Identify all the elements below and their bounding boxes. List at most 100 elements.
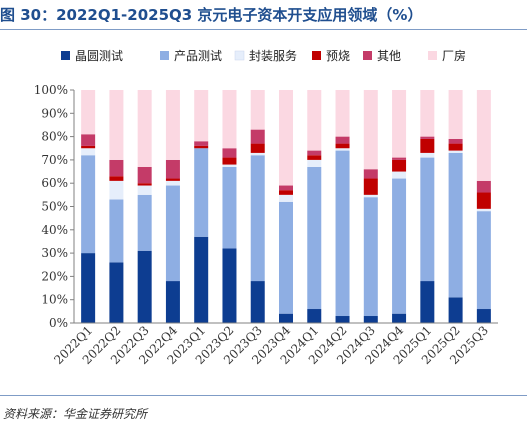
bar-segment <box>222 157 237 165</box>
bar-segment <box>363 316 378 323</box>
bar-segment <box>81 148 96 156</box>
bar-segment <box>194 90 209 142</box>
bar-segment <box>109 90 124 160</box>
bar-stack <box>448 90 463 323</box>
bar-segment <box>448 152 463 298</box>
bar-segment <box>476 309 491 323</box>
chart-legend: 晶圆测试 产品测试 封装服务 预烧 其他 厂房 <box>61 48 466 63</box>
bar-segment <box>420 136 435 139</box>
bar-segment <box>137 250 152 323</box>
bar-segment <box>363 169 378 179</box>
bar-segment <box>165 90 180 160</box>
bar-segment <box>194 141 209 146</box>
bar-segment <box>476 208 491 212</box>
bar-segment <box>194 148 209 237</box>
bar-stack <box>137 90 152 323</box>
legend-label: 厂房 <box>442 48 466 63</box>
footer-divider <box>0 395 527 396</box>
y-axis: 0% 10% 20% 30% 40% 50% 60% 70% 80% 90% 100% <box>34 83 75 330</box>
y-tick-label: 50% <box>41 200 68 214</box>
y-tick-label: 80% <box>41 130 68 144</box>
legend-swatch <box>312 51 321 60</box>
bar-segment <box>420 90 435 137</box>
x-axis: 2022Q12022Q22022Q32022Q42023Q12023Q22023… <box>51 322 498 367</box>
bar-segment <box>307 90 322 151</box>
bar-segment <box>137 185 152 195</box>
bar-segment <box>222 148 237 158</box>
bar-segment <box>335 136 350 144</box>
legend-item: 预烧 <box>312 49 350 63</box>
bar-segment <box>307 150 322 156</box>
legend-item: 厂房 <box>428 48 466 63</box>
stacked-bar-chart: 晶圆测试 产品测试 封装服务 预烧 其他 厂房 0% 10% 20% 30% 40% 50% 60% 7… <box>34 48 498 367</box>
bar-segment <box>307 309 322 323</box>
bar-segment <box>307 159 322 167</box>
y-tick-label: 0% <box>49 316 68 330</box>
source-note: 资料来源：华金证券研究所 <box>3 407 148 421</box>
bar-segment <box>448 90 463 139</box>
bar-segment <box>137 194 152 251</box>
bar-segment <box>448 150 463 153</box>
bar-segment <box>222 166 237 249</box>
legend-label: 预烧 <box>326 49 350 63</box>
bar-segment <box>392 157 407 160</box>
bar-segment <box>165 178 180 181</box>
chart-title: 图 30：2022Q1-2025Q3 京元电子资本开支应用领域（%） <box>0 6 423 24</box>
bar-segment <box>81 145 96 149</box>
bar-segment <box>137 183 152 186</box>
bar-segment <box>165 180 180 186</box>
legend-swatch <box>428 51 437 60</box>
bar-segment <box>279 185 293 191</box>
bar-stack <box>363 90 378 323</box>
bar-stack <box>279 90 293 323</box>
bar-segment <box>420 281 435 323</box>
legend-item: 产品测试 <box>160 48 222 63</box>
bar-stack <box>250 90 265 323</box>
bar-stack <box>165 90 180 323</box>
legend-label: 封装服务 <box>249 48 297 63</box>
legend-item: 其他 <box>363 49 401 63</box>
bar-stack <box>420 90 435 323</box>
bar-segment <box>250 281 265 323</box>
bar-segment <box>363 197 378 317</box>
bar-segment <box>81 155 96 254</box>
bar-segment <box>109 159 124 177</box>
bar-segment <box>279 190 293 195</box>
bar-segment <box>420 152 435 158</box>
bar-segment <box>137 90 152 167</box>
bar-segment <box>250 152 265 156</box>
bar-segment <box>392 159 407 172</box>
bar-segment <box>250 155 265 282</box>
bar-area <box>81 90 491 323</box>
bar-segment <box>279 313 293 323</box>
bar-segment <box>420 157 435 282</box>
bar-segment <box>392 313 407 323</box>
bar-segment <box>307 166 322 310</box>
bar-segment <box>363 178 378 195</box>
title-divider <box>0 29 527 30</box>
bar-segment <box>476 192 491 209</box>
bar-segment <box>137 166 152 184</box>
y-tick-label: 100% <box>34 83 68 97</box>
y-tick-label: 20% <box>41 269 68 283</box>
bar-segment <box>279 201 293 314</box>
bar-segment <box>279 194 293 202</box>
bar-segment <box>363 194 378 198</box>
bar-segment <box>476 180 491 193</box>
bar-segment <box>335 90 350 137</box>
bar-segment <box>307 155 322 160</box>
bar-segment <box>109 262 124 323</box>
y-tick-label: 40% <box>41 223 68 237</box>
bar-segment <box>109 199 124 263</box>
legend-item: 晶圆测试 <box>61 48 123 63</box>
bar-segment <box>109 176 124 181</box>
bar-segment <box>109 180 124 200</box>
bar-segment <box>476 211 491 310</box>
bar-stack <box>307 90 322 323</box>
y-tick-label: 90% <box>41 106 68 120</box>
y-tick-label: 70% <box>41 153 68 167</box>
bar-segment <box>392 90 407 158</box>
bar-segment <box>335 150 350 317</box>
bar-segment <box>279 90 293 186</box>
y-tick-label: 30% <box>41 246 68 260</box>
